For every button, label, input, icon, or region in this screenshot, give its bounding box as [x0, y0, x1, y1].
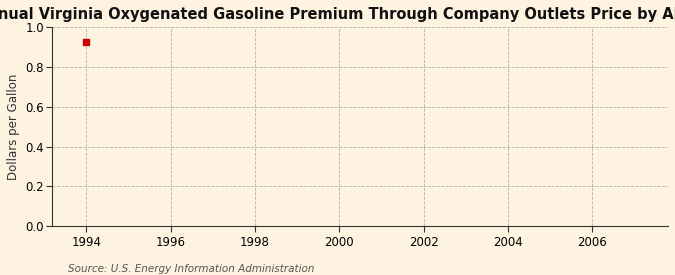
Text: Source: U.S. Energy Information Administration: Source: U.S. Energy Information Administ… [68, 264, 314, 274]
Title: Annual Virginia Oxygenated Gasoline Premium Through Company Outlets Price by All: Annual Virginia Oxygenated Gasoline Prem… [0, 7, 675, 22]
Y-axis label: Dollars per Gallon: Dollars per Gallon [7, 73, 20, 180]
